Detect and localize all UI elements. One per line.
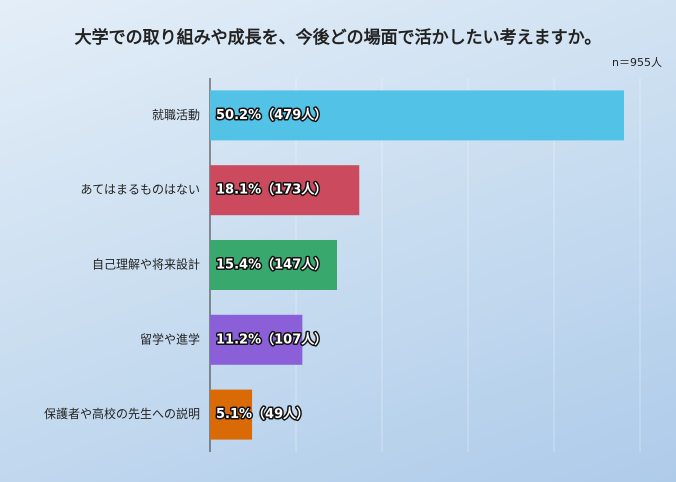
category-label: 就職活動 [152,108,200,122]
bar [210,165,360,216]
category-label: 留学や進学 [140,331,200,346]
value-label: 11.2%（107人） [216,331,327,347]
value-label: 50.2%（479人） [216,107,327,123]
value-label: 15.4%（147人） [216,257,327,273]
bar [210,240,338,290]
category-label: 保護者や高校の先生への説明 [44,406,200,421]
sample-size: n＝955人 [612,56,662,69]
category-label: 自己理解や将来設計 [92,257,200,272]
value-label: 18.1%（173人） [216,182,327,198]
category-label: あてはまるものはない [80,183,200,197]
value-label: 5.1%（49人） [216,406,309,422]
bar [210,314,303,365]
chart-title: 大学での取り組みや成長を、今後どの場面で活かしたい考えますか。 [75,27,602,48]
bar [210,389,253,440]
bar [210,90,624,141]
